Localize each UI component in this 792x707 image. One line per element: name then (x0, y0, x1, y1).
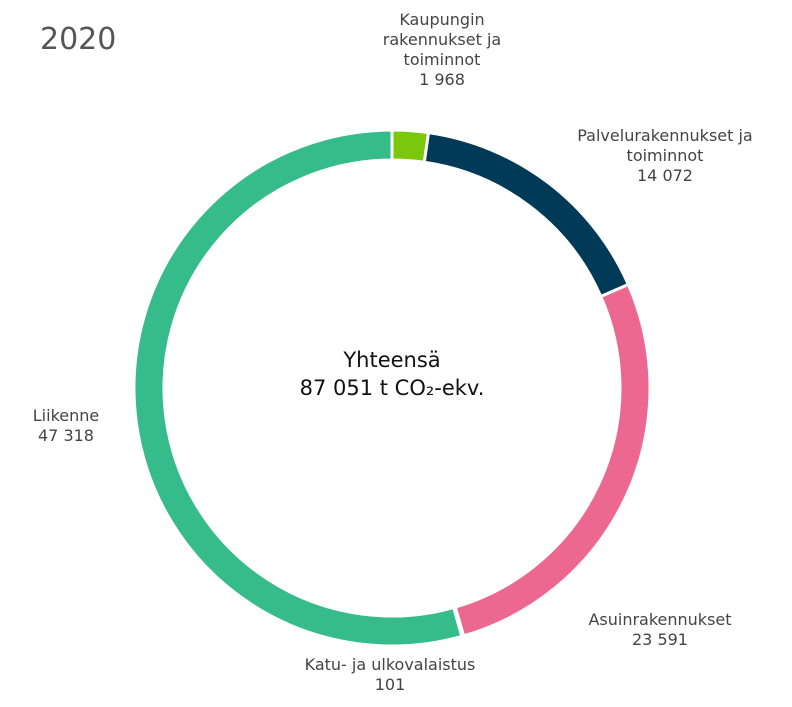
donut-slice (453, 282, 652, 638)
value-label: 101 (374, 675, 406, 694)
center-line: Yhteensä (343, 348, 441, 372)
center-text: Yhteensä 87 051 t CO₂-ekv. (242, 346, 542, 402)
donut-slice (132, 128, 464, 648)
chart-title: 2020 (40, 22, 117, 57)
data-label: Kaupungin rakennukset ja toiminnot 1 968 (352, 10, 532, 90)
category-label: Katu- ja ulkovalaistus (304, 655, 476, 674)
category-label: Asuinrakennukset (588, 610, 732, 629)
value-label: 14 072 (637, 166, 693, 185)
category-label: Liikenne (32, 406, 100, 425)
data-label: Liikenne 47 318 (6, 406, 126, 446)
value-label: 47 318 (38, 426, 94, 445)
center-line: 87 051 t CO₂-ekv. (299, 376, 485, 400)
donut-slice (390, 128, 431, 164)
category-label: Palvelurakennukset ja toiminnot (577, 126, 753, 165)
category-label: Kaupungin rakennukset ja toiminnot (382, 10, 502, 69)
value-label: 1 968 (419, 70, 465, 89)
value-label: 23 591 (632, 630, 688, 649)
data-label: Asuinrakennukset 23 591 (560, 610, 760, 650)
data-label: Katu- ja ulkovalaistus 101 (290, 655, 490, 695)
data-label: Palvelurakennukset ja toiminnot 14 072 (560, 126, 770, 186)
